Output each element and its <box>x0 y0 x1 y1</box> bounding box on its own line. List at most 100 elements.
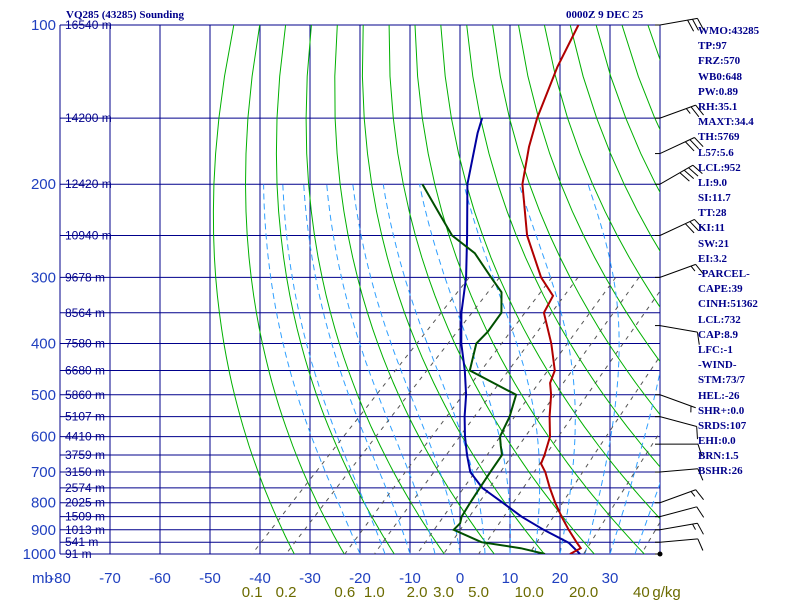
height-label: 91 m <box>65 547 92 561</box>
barb-staff <box>659 218 695 236</box>
index-line: SHR+:0.0 <box>698 404 745 417</box>
mixing-ratio-unit: g/kg <box>652 584 680 600</box>
barb-full-feather <box>692 19 699 31</box>
barb-full-feather <box>692 164 703 175</box>
plot-area <box>212 25 660 554</box>
pressure-tick-label: 500 <box>31 387 56 404</box>
wind-barb <box>655 506 705 518</box>
barb-full-feather <box>689 139 699 150</box>
barb-full-feather <box>697 444 703 457</box>
mixing-ratio-label: 0.2 <box>276 584 297 600</box>
mixing-ratio-line <box>285 277 500 554</box>
barb-staff <box>659 164 694 185</box>
wind-barbs <box>655 17 705 557</box>
barb-full-feather <box>695 264 704 275</box>
index-line: WB0:648 <box>698 70 742 83</box>
wind-barb <box>655 489 704 504</box>
moist-adiabat <box>419 184 511 554</box>
dewpoint-trace <box>421 183 546 554</box>
dry-adiabat <box>305 25 445 554</box>
wind-barb <box>655 104 704 119</box>
wind-barb <box>655 164 703 185</box>
sounding-time: 0000Z 9 DEC 25 <box>566 9 644 21</box>
dry-adiabat <box>414 25 645 554</box>
index-line: EI:3.2 <box>698 252 728 265</box>
pressure-tick-label: 1000 <box>23 546 56 563</box>
index-line: WMO:43285 <box>698 25 760 37</box>
barb-staff <box>659 17 698 26</box>
barb-staff <box>659 489 696 504</box>
index-line: BRN:1.5 <box>698 450 739 463</box>
wind-barb <box>655 325 700 345</box>
index-line: EHI:0.0 <box>698 435 736 448</box>
temperature-tick-label: 20 <box>552 570 569 587</box>
calm-circle <box>657 551 663 557</box>
wind-barb <box>655 394 696 413</box>
height-label: 9678 m <box>65 270 105 284</box>
wind-barb <box>655 17 704 32</box>
mixing-ratio-line <box>442 277 640 554</box>
temperature-tick-label: 30 <box>602 570 619 587</box>
dry-adiabat <box>361 25 545 554</box>
pressure-tick-label: 100 <box>31 17 56 34</box>
index-line: KI:11 <box>698 222 725 235</box>
index-line: L57:5.6 <box>698 146 734 159</box>
index-line: SI:11.7 <box>698 192 731 205</box>
height-label: 2025 m <box>65 496 105 510</box>
index-line: LI:9.0 <box>698 176 728 189</box>
index-line: MAXT:34.4 <box>698 116 754 129</box>
isobar-isotherm-grid <box>59 24 661 555</box>
temperature-tick-label: -60 <box>149 570 171 587</box>
index-line: STM:73/7 <box>698 374 746 387</box>
height-label: 10940 m <box>65 229 112 243</box>
moist-adiabats <box>263 184 660 554</box>
barb-staff <box>659 325 698 333</box>
index-line: TP:97 <box>698 40 727 53</box>
temperature-trace <box>521 25 583 554</box>
height-label: 7580 m <box>65 336 105 350</box>
index-line: BSHR:26 <box>698 465 743 478</box>
barb-full-feather <box>695 489 704 500</box>
moist-adiabat <box>518 184 576 554</box>
barb-half-feather <box>690 265 696 272</box>
height-label: 14200 m <box>65 111 112 125</box>
barb-full-feather <box>696 506 705 518</box>
index-line: -PARCEL- <box>698 268 750 280</box>
index-line: TT:28 <box>698 207 727 220</box>
dry-adiabat <box>334 25 495 554</box>
dry-adiabat <box>212 25 295 554</box>
pressure-tick-label: 300 <box>31 269 56 286</box>
height-label: 16540 m <box>65 18 112 32</box>
parcel-trace <box>460 117 581 554</box>
mixing-ratio-line <box>373 277 579 554</box>
barb-half-feather <box>690 491 696 497</box>
moist-adiabat <box>352 184 461 554</box>
moist-adiabat <box>382 184 486 554</box>
barb-staff <box>659 394 696 409</box>
dry-adiabat <box>466 25 660 468</box>
index-line: PW:0.89 <box>698 85 739 98</box>
height-label: 4410 m <box>65 430 105 444</box>
moist-adiabat <box>634 481 660 554</box>
height-label: 5107 m <box>65 410 105 424</box>
moist-adiabat <box>463 184 541 554</box>
index-line: SW:21 <box>698 237 730 250</box>
mixing-ratio-label: 1.0 <box>364 584 385 600</box>
pressure-tick-label: 600 <box>31 429 56 446</box>
pressure-tick-label: 200 <box>31 176 56 193</box>
mixing-ratio-label: 3.0 <box>433 584 454 600</box>
wind-barb <box>655 551 663 557</box>
barb-full-feather <box>694 137 704 148</box>
dry-adiabat <box>518 25 660 363</box>
temperature-tick-label: 0 <box>456 570 464 587</box>
dry-adiabat <box>244 25 345 554</box>
moist-adiabat <box>263 184 361 554</box>
temperature-tick-label: -10 <box>399 570 421 587</box>
height-label: 5860 m <box>65 388 105 402</box>
index-line: RH:35.1 <box>698 100 738 113</box>
barb-staff <box>659 468 698 473</box>
temperature-tick-label: 10 <box>502 570 519 587</box>
barb-full-feather <box>683 169 695 180</box>
index-line: CAPE:39 <box>698 283 743 296</box>
